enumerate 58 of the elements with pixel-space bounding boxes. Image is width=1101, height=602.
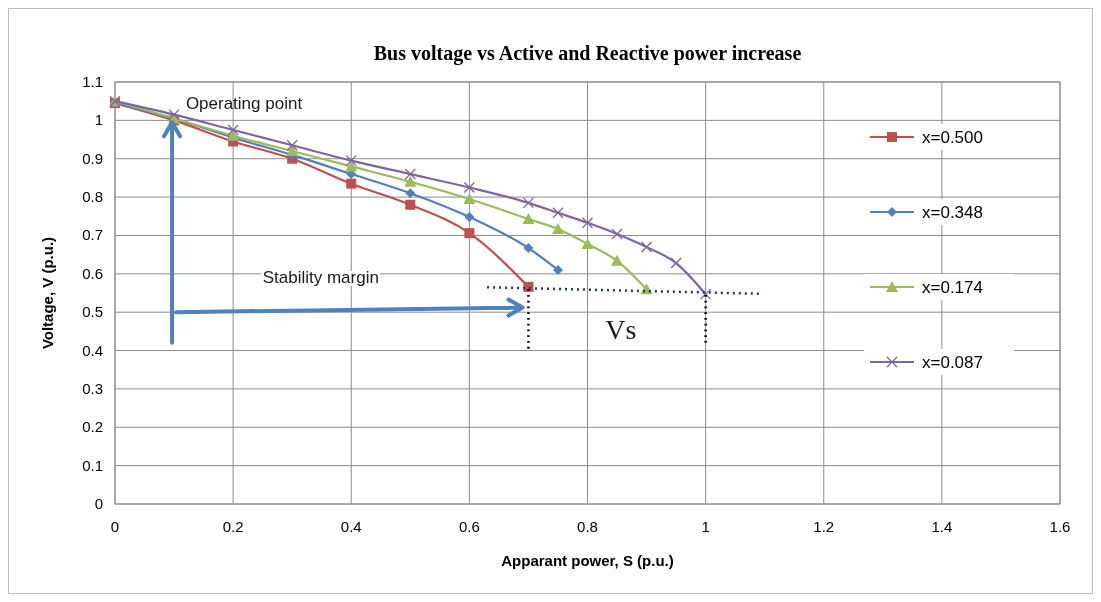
- point: [523, 243, 534, 254]
- legend-label: x=0.174: [922, 278, 983, 297]
- point: [611, 228, 623, 240]
- point: [699, 288, 712, 300]
- point: [464, 228, 475, 239]
- point: [168, 108, 180, 121]
- point: [522, 197, 535, 209]
- y-tick-label: 0.6: [82, 264, 103, 282]
- point: [345, 155, 357, 167]
- point: [286, 145, 299, 157]
- y-tick-label: 0.1: [82, 456, 103, 474]
- x-tick-label: 1.6: [1049, 518, 1071, 535]
- x-tick-label: 0.8: [577, 518, 598, 535]
- point: [405, 188, 416, 199]
- legend-label: x=0.500: [922, 128, 983, 147]
- annotation: Operating point: [185, 93, 303, 113]
- point: [552, 264, 563, 275]
- annotation: Stability margin: [262, 268, 379, 288]
- point: [286, 139, 298, 151]
- point: [670, 257, 682, 269]
- x-tick-label: 1: [701, 518, 710, 535]
- x-tick-label: 0.6: [458, 518, 480, 535]
- point: [227, 124, 239, 136]
- point: [581, 237, 594, 249]
- y-tick-label: 0.5: [82, 303, 103, 321]
- x-tick-label: 0: [110, 518, 120, 535]
- x-tick-label: 0.4: [340, 518, 362, 535]
- point: [552, 207, 564, 219]
- point: [404, 168, 416, 180]
- point: [464, 212, 475, 223]
- y-tick-label: 0.9: [82, 149, 103, 167]
- point: [404, 175, 417, 187]
- point: [463, 193, 476, 205]
- point: [551, 222, 564, 234]
- y-tick-label: 1: [94, 111, 103, 129]
- annotation: Vs: [605, 314, 637, 346]
- y-tick-label: 0: [94, 495, 103, 512]
- x-tick-label: 1.4: [931, 518, 953, 535]
- y-tick-label: 0.7: [82, 226, 103, 244]
- point: [463, 181, 476, 194]
- point: [611, 254, 624, 266]
- y-tick-label: 0.8: [82, 188, 103, 206]
- legend-label: x=0.348: [922, 203, 983, 222]
- x-tick-label: 1.2: [813, 518, 835, 535]
- point: [581, 217, 594, 229]
- legend-label: x=0.087: [922, 353, 983, 372]
- x-tick-label: 0.2: [222, 518, 244, 535]
- y-tick-label: 1.1: [82, 73, 103, 90]
- chart-title: Bus voltage vs Active and Reactive power increase: [373, 42, 802, 65]
- y-axis-title: Voltage, V (p.u.): [39, 236, 56, 350]
- point: [640, 241, 653, 253]
- x-axis-title: Apparant power, S (p.u.): [501, 552, 674, 569]
- point: [405, 199, 416, 210]
- y-tick-label: 0.4: [82, 341, 103, 359]
- y-tick-label: 0.3: [82, 379, 103, 397]
- y-tick-label: 0.2: [82, 418, 103, 436]
- point: [522, 212, 535, 224]
- point: [346, 178, 357, 189]
